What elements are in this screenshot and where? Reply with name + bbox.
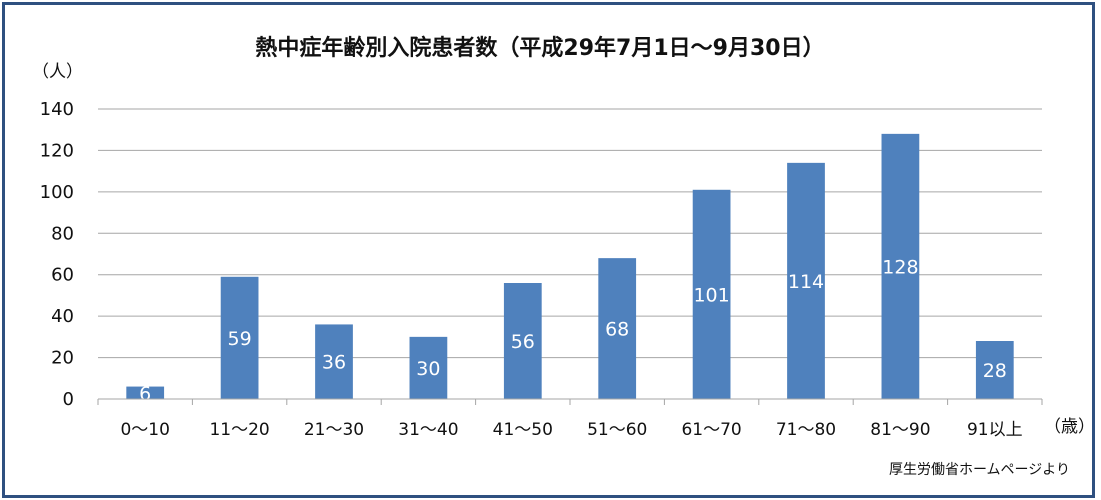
data-label: 114 <box>788 271 824 293</box>
data-label: 128 <box>882 256 918 278</box>
y-tick-label: 20 <box>51 348 74 369</box>
data-labels: 6 59 36 30 56 68 101 114 128 28 <box>139 256 1007 404</box>
y-axis-ticks: 0 20 40 60 80 100 120 140 <box>40 99 74 410</box>
x-tick-label: 81～90 <box>870 420 930 440</box>
data-label: 68 <box>605 319 629 341</box>
x-tick-label: 61～70 <box>681 420 741 440</box>
y-tick-label: 140 <box>40 99 74 120</box>
x-tick-label: 31～40 <box>398 420 458 440</box>
bar <box>692 189 731 399</box>
y-tick-label: 100 <box>40 182 74 203</box>
data-label: 36 <box>322 352 346 374</box>
data-label: 59 <box>228 328 252 350</box>
bars <box>126 133 1014 399</box>
y-tick-label: 0 <box>63 389 74 410</box>
y-axis-unit: （人） <box>32 62 83 82</box>
data-label: 101 <box>693 284 729 306</box>
y-tick-label: 80 <box>51 223 74 244</box>
bar <box>975 341 1014 399</box>
bar <box>409 336 448 399</box>
bar <box>126 386 165 399</box>
x-tick-label: 51～60 <box>587 420 647 440</box>
data-label: 6 <box>139 383 151 405</box>
x-tick-label: 21～30 <box>304 420 364 440</box>
data-label: 30 <box>416 358 440 380</box>
x-tick-label: 91以上 <box>967 420 1023 440</box>
source-note: 厚生労働省ホームページより <box>889 462 1070 478</box>
x-axis-unit: （歳） <box>1044 417 1095 437</box>
y-tick-label: 60 <box>51 265 74 286</box>
chart-title: 熱中症年齢別入院患者数（平成29年7月1日～9月30日） <box>255 35 824 61</box>
data-label: 28 <box>983 360 1007 382</box>
x-tick-label: 0～10 <box>120 420 169 440</box>
bar <box>598 258 637 399</box>
x-axis-ticks: 0～10 11～20 21～30 31～40 41～50 51～60 61～70 71～80 8… <box>97 399 1043 440</box>
bar <box>503 283 542 399</box>
y-tick-label: 120 <box>40 140 74 161</box>
y-tick-label: 40 <box>51 306 74 327</box>
bar <box>881 133 920 399</box>
bar <box>787 162 825 399</box>
x-tick-label: 71～80 <box>776 420 836 440</box>
data-label: 56 <box>511 331 535 353</box>
x-tick-label: 41～50 <box>493 420 553 440</box>
bar <box>220 276 259 399</box>
x-tick-label: 11～20 <box>209 420 269 440</box>
bar <box>315 324 353 399</box>
